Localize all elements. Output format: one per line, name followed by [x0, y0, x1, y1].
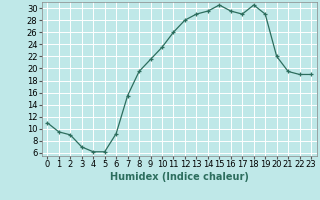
X-axis label: Humidex (Indice chaleur): Humidex (Indice chaleur)	[110, 172, 249, 182]
